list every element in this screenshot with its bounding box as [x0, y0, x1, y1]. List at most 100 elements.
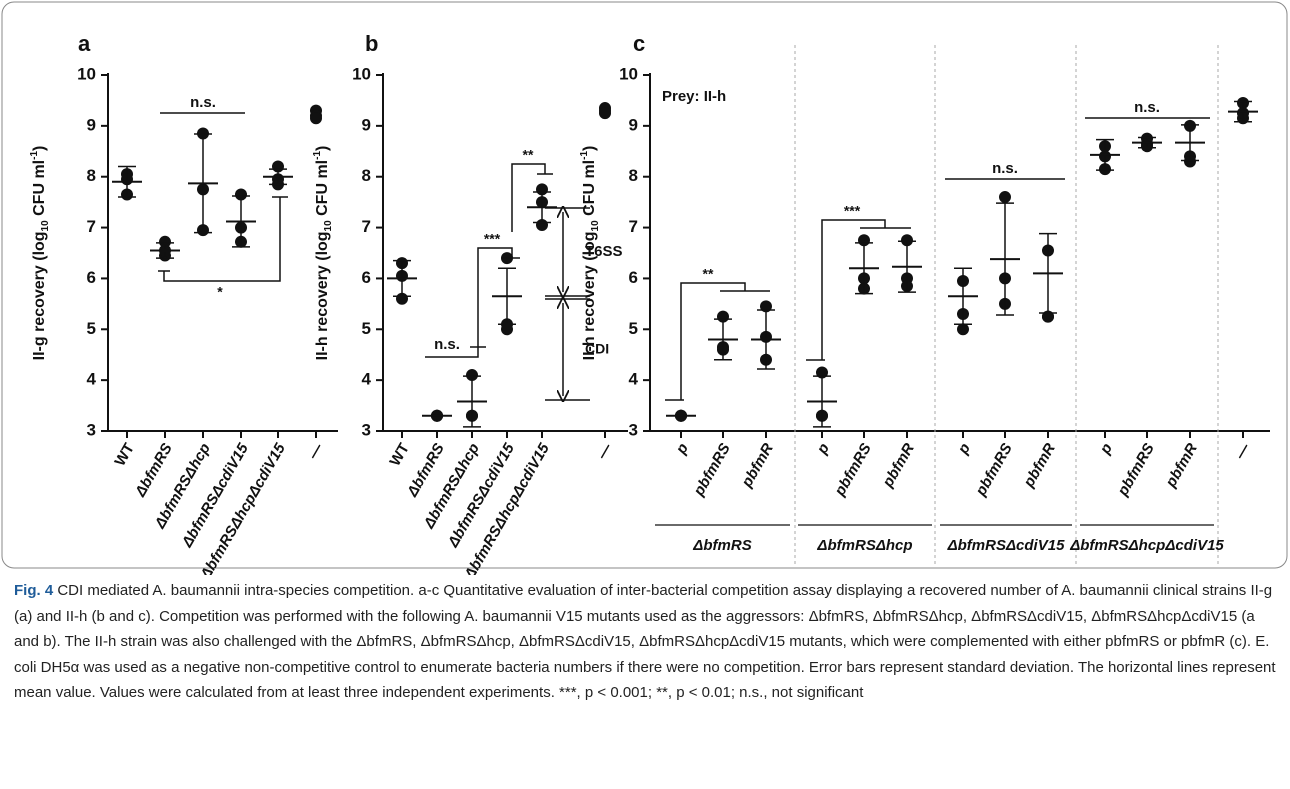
caption-text: CDI mediated A. baumannii intra-species …: [14, 582, 1276, 701]
axis-line: [649, 73, 1270, 432]
frame: [1, 1, 1288, 569]
group-label: ΔbfmRSΔhcpΔcdiV15: [1069, 537, 1224, 554]
x-tick-label: p: [954, 440, 974, 457]
annotation: Prey: II-h: [662, 88, 726, 105]
y-axis-label-part: -1: [579, 151, 590, 160]
y-axis-label-part: -1: [29, 151, 40, 160]
x-tick-label: —: [304, 440, 327, 463]
annotation: ***: [844, 203, 861, 219]
x-tick-label: pbfmR: [1162, 440, 1201, 491]
y-tick-label: 4: [629, 370, 639, 389]
y-axis-label-part: CFU ml: [31, 160, 48, 220]
x-tick-label: —: [593, 440, 616, 463]
y-tick-label: 6: [629, 268, 638, 287]
y-tick-label: 6: [87, 268, 96, 287]
group-label: ΔbfmRSΔcdiV15: [947, 537, 1065, 554]
x-tick-label: pbfmR: [1020, 440, 1059, 491]
y-tick-label: 5: [629, 319, 638, 338]
significance-bracket: [158, 196, 288, 282]
data-point: [235, 188, 247, 201]
y-axis-label: II-h recovery (log10 CFU ml-1): [312, 146, 334, 361]
y-tick-label: 8: [87, 166, 96, 185]
y-axis-label: II-g recovery (log10 CFU ml-1): [29, 146, 51, 361]
panel-label: b: [365, 31, 378, 56]
y-tick-label: 3: [362, 420, 371, 439]
annotation: **: [523, 147, 534, 163]
group-label: ΔbfmRSΔhcp: [816, 537, 912, 554]
y-tick-label: 5: [362, 319, 371, 338]
y-tick-label: 9: [362, 115, 371, 134]
y-tick-label: 7: [87, 217, 96, 236]
significance-bracket: [477, 247, 520, 347]
data-point: [310, 112, 322, 125]
y-tick-label: 10: [352, 64, 371, 83]
y-axis-label-part: II-h recovery (log: [581, 231, 598, 360]
significance-bracket: [511, 163, 553, 232]
y-axis-label: II-h recovery (log10 CFU ml-1): [579, 146, 601, 361]
x-tick-label: pbfmRS: [831, 440, 875, 499]
x-tick-label: pbfmRS: [690, 440, 734, 499]
y-tick-label: 9: [87, 115, 96, 134]
axis-line: [107, 73, 338, 432]
x-tick-label: WT: [387, 440, 413, 469]
y-axis-label-part: CFU ml: [314, 160, 331, 220]
panel-label: c: [633, 31, 645, 56]
annotation: n.s.: [992, 160, 1018, 177]
caption: Fig. 4 CDI mediated A. baumannii intra-s…: [14, 578, 1276, 706]
annotation: CDI: [585, 341, 609, 357]
y-axis-label-part: 10: [40, 220, 51, 232]
data-point: [159, 235, 171, 248]
data-point: [999, 191, 1011, 204]
annotation: T6SS: [585, 243, 623, 260]
y-axis-label-part: ): [581, 146, 598, 151]
figure: aII-g recovery (log10 CFU ml-1)345678910…: [1, 1, 1288, 575]
y-tick-label: 3: [629, 420, 638, 439]
x-tick-label: pbfmRS: [1114, 440, 1158, 499]
y-axis-label-part: II-g recovery (log: [31, 231, 48, 360]
annotation: n.s.: [434, 336, 460, 353]
data-point: [466, 369, 478, 382]
y-tick-label: 6: [362, 268, 371, 287]
y-tick-label: 7: [362, 217, 371, 236]
group-label: ΔbfmRS: [692, 537, 751, 554]
data-point: [957, 323, 969, 336]
data-point: [901, 234, 913, 247]
data-point: [501, 323, 513, 336]
x-tick-label: pbfmR: [738, 440, 777, 491]
x-tick-label: p: [672, 440, 692, 457]
x-tick-label: WT: [112, 440, 138, 469]
y-tick-label: 8: [362, 166, 371, 185]
y-axis-label-part: 10: [323, 220, 334, 232]
x-tick-label: p: [813, 440, 833, 457]
y-axis-label-part: -1: [312, 151, 323, 160]
significance-bracket: [806, 219, 911, 361]
y-tick-label: 4: [362, 370, 372, 389]
y-tick-label: 8: [629, 166, 638, 185]
y-tick-label: 9: [629, 115, 638, 134]
data-point: [1184, 155, 1196, 168]
x-tick-label: p: [1096, 440, 1116, 457]
significance-bracket: [665, 282, 770, 401]
annotation: *: [217, 284, 223, 300]
x-tick-label: pbfmRS: [972, 440, 1016, 499]
y-axis-label-part: 10: [590, 220, 601, 232]
y-tick-label: 10: [619, 64, 638, 83]
y-tick-label: 10: [77, 64, 96, 83]
x-tick-label: —: [1231, 440, 1254, 463]
annotation: n.s.: [1134, 99, 1160, 116]
y-tick-label: 3: [87, 420, 96, 439]
y-axis-label-part: CFU ml: [581, 160, 598, 220]
annotation: ***: [484, 231, 501, 247]
y-tick-label: 4: [87, 370, 97, 389]
y-axis-label-part: ): [314, 146, 331, 151]
y-axis-label-part: ): [31, 146, 48, 151]
panel-label: a: [78, 31, 91, 56]
x-tick-label: pbfmR: [879, 440, 918, 491]
annotation: **: [703, 266, 714, 282]
y-tick-label: 5: [87, 319, 96, 338]
data-point: [599, 107, 611, 120]
y-axis-label-part: II-h recovery (log: [314, 231, 331, 360]
annotation: n.s.: [190, 94, 216, 111]
y-tick-label: 7: [629, 217, 638, 236]
